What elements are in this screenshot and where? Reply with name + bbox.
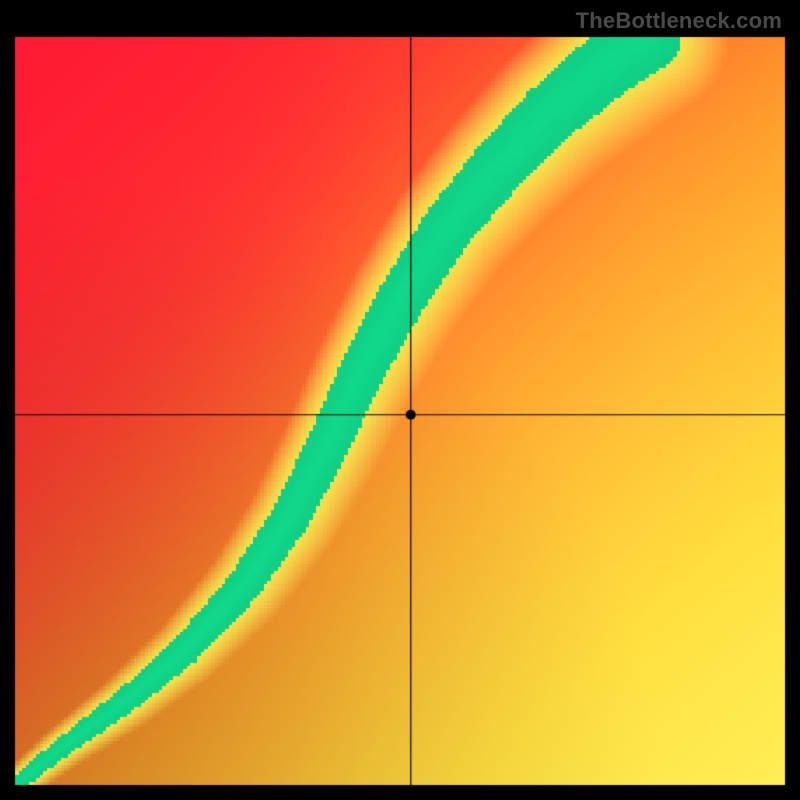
chart-frame: TheBottleneck.com bbox=[0, 0, 800, 800]
bottleneck-heatmap bbox=[0, 0, 800, 800]
watermark-label: TheBottleneck.com bbox=[576, 8, 782, 34]
